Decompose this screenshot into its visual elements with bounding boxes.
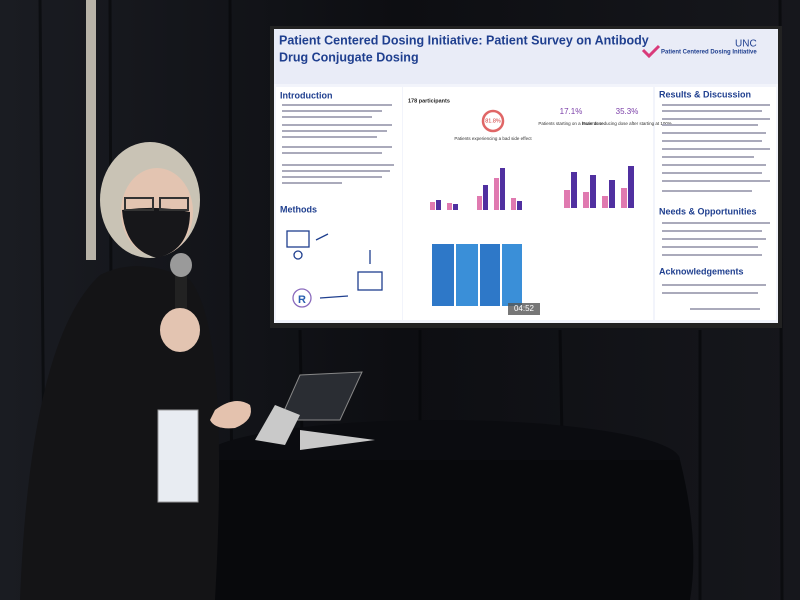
text-lines: [662, 104, 770, 310]
pole: [86, 0, 96, 260]
poster-header: [274, 29, 778, 84]
participants: 178 participants: [408, 98, 450, 104]
section-heading: Results & Discussion: [659, 89, 751, 99]
r-logo: R: [298, 294, 306, 306]
section-heading: Acknowledgements: [659, 266, 744, 276]
laptop: [279, 371, 363, 421]
donut: [481, 109, 505, 133]
institution: UNC: [735, 39, 757, 50]
name-badge: [157, 409, 199, 503]
presenter-jacket: [20, 266, 220, 600]
text-lines: [282, 104, 394, 184]
method-icons: [286, 230, 383, 308]
tablecloth: [195, 460, 694, 600]
laptop-stand: [255, 405, 375, 450]
logo-check: [641, 44, 661, 59]
timer: 04:52: [514, 304, 535, 313]
glasses: [159, 197, 189, 211]
stat-value: 35.3%: [616, 107, 639, 116]
stat-label: Patients experiencing a bad side effect: [454, 136, 532, 141]
logo-text: Patient Centered Dosing Initiative: [661, 50, 757, 56]
microphone-head: [170, 253, 192, 277]
poster-title: Drug Conjugate Dosing: [279, 50, 419, 64]
section-heading: Introduction: [280, 90, 333, 100]
presenter-mask: [122, 207, 190, 258]
stat-label: Patients reducing dose after starting at…: [582, 121, 672, 126]
section-heading: Needs & Opportunities: [659, 206, 757, 216]
section-heading: Methods: [280, 204, 317, 214]
stat-label: Patients starting on a lower dose: [538, 121, 604, 126]
glasses: [124, 197, 154, 211]
presenter-hand: [160, 308, 200, 352]
chart-illustration: [430, 166, 634, 306]
stat-value: 17.1%: [560, 107, 583, 116]
timer-badge: [508, 303, 540, 315]
presenter-hand: [210, 401, 251, 429]
stat-value: 81.8%: [485, 118, 501, 124]
poster-title: Patient Centered Dosing Initiative: Pati…: [279, 33, 649, 47]
